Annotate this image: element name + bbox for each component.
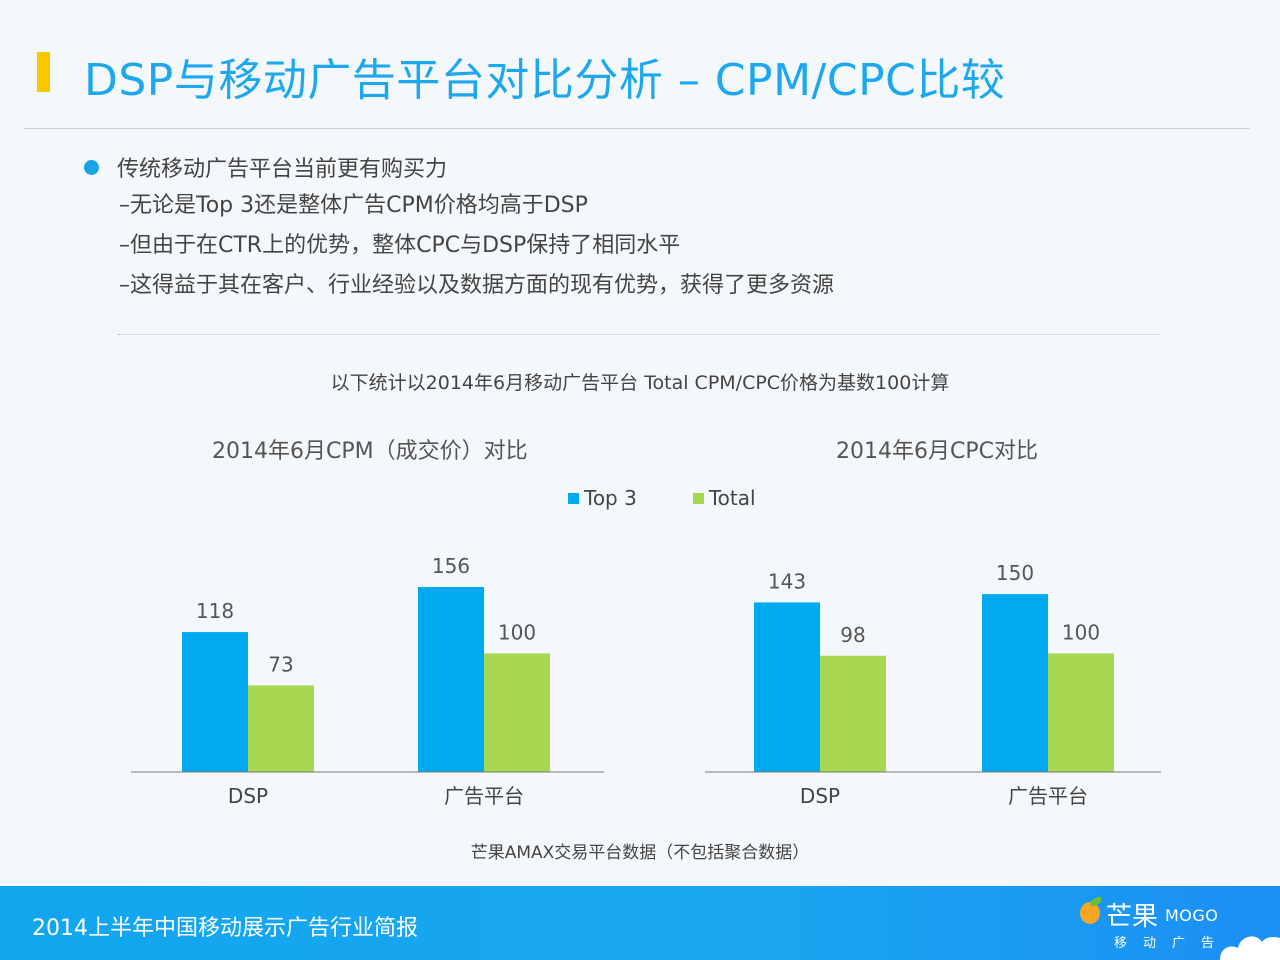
cpm-category-label: 广告平台 [444,784,524,808]
chart-legend: Top 3 Total [568,486,756,510]
legend-swatch-total [692,492,704,504]
cpc-bar-total [820,655,886,772]
logo-subtitle: 移动广告 [1114,936,1231,951]
cpc-bar-total [1048,653,1114,772]
logo-english-text: MOGO [1165,906,1219,925]
legend-label-total: Total [708,486,756,510]
footer-bar: 2014上半年中国移动展示广告行业简报 芒果 MOGO 移动广告 [0,886,1280,960]
bullet-list: 传统移动广告平台当前更有购买力 –无论是Top 3还是整体广告CPM价格均高于D… [84,148,834,306]
cpm-bar-value-label: 100 [498,620,536,644]
bullet-main-item: 传统移动广告平台当前更有购买力 [84,148,834,186]
cpm-bar-total [248,685,314,772]
legend-label-top3: Top 3 [584,486,637,510]
title-divider [24,128,1250,129]
legend-item-top3: Top 3 [568,486,637,510]
bullet-sub-item: –无论是Top 3还是整体广告CPM价格均高于DSP [119,193,588,218]
cpm-category-label: DSP [228,784,268,808]
cpm-bar-total [484,653,550,772]
cpm-chart-title: 2014年6月CPM（成交价）对比 [212,439,528,464]
mogo-logo: 芒果 MOGO 移动广告 [1080,896,1220,956]
data-source-note: 芒果AMAX交易平台数据（不包括聚合数据） [470,843,810,863]
cpm-bar-value-label: 73 [268,652,293,676]
mango-icon [1080,902,1100,924]
bullet-dot-icon [84,159,99,175]
cpc-chart-title: 2014年6月CPC对比 [836,439,1038,464]
legend-swatch-top3 [568,492,579,504]
bullet-sub-item: –但由于在CTR上的优势，整体CPC与DSP保持了相同水平 [119,233,681,258]
cpc-bar-value-label: 98 [840,623,865,647]
cpc-bar-top3 [982,594,1048,772]
cloud-icon [1220,936,1280,960]
chart-basis-note: 以下统计以2014年6月移动广告平台 Total CPM/CPC价格为基数100… [330,372,950,394]
cpc-category-label: 广告平台 [1008,784,1088,808]
cpc-category-label: DSP [800,784,840,808]
page-title: DSP与移动广告平台对比分析 – CPM/CPC比较 [84,55,1006,106]
cpc-bar-top3 [754,602,820,772]
cpm-bar-value-label: 118 [196,599,234,623]
cpc-bar-value-label: 100 [1062,620,1100,644]
cpc-bar-value-label: 150 [996,561,1034,585]
cpm-bar-top3 [182,632,248,772]
logo-chinese-text: 芒果 [1106,902,1159,932]
bullet-sub-item: –这得益于其在客户、行业经验以及数据方面的现有优势，获得了更多资源 [119,273,835,298]
cpm-bar-value-label: 156 [432,554,470,578]
cpc-bar-value-label: 143 [768,569,806,593]
legend-item-total: Total [692,486,756,510]
section-divider [118,334,1160,335]
cpm-bar-top3 [418,587,484,772]
bullet-main-text: 传统移动广告平台当前更有购买力 [117,157,448,182]
title-accent-bar [37,52,50,92]
footer-title: 2014上半年中国移动展示广告行业简报 [32,916,418,941]
